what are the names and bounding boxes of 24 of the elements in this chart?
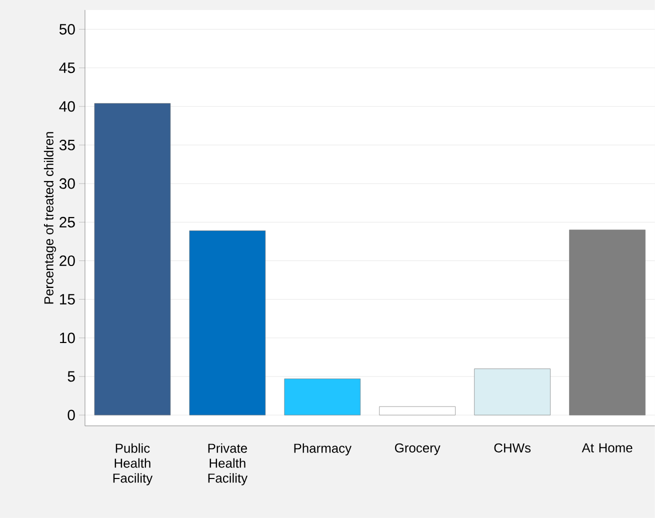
y-tick-label: 30 — [59, 178, 75, 189]
x-tick-label: CHWs — [494, 443, 531, 453]
bar — [284, 378, 361, 416]
x-tick-label: Grocery — [395, 443, 440, 456]
y-tick-label: 0 — [68, 410, 75, 420]
y-tick-label: 45 — [59, 62, 75, 74]
bar — [379, 406, 456, 416]
bar — [474, 368, 551, 416]
x-tick-label: At Home — [582, 443, 632, 452]
y-axis-title: Percentage of treated children — [44, 132, 56, 304]
bar — [94, 103, 171, 416]
y-tick-label: 10 — [60, 332, 75, 344]
x-tick-label: Public Health Facility — [113, 443, 153, 486]
y-tick-label: 20 — [60, 256, 75, 266]
y-tick-label: 50 — [59, 24, 75, 35]
bar — [189, 230, 266, 416]
bar — [569, 230, 646, 416]
y-tick-label: 5 — [68, 371, 75, 382]
y-tick-label: 35 — [59, 140, 75, 150]
x-tick-label: Pharmacy — [294, 443, 352, 456]
y-tick-label: 15 — [60, 294, 75, 305]
y-tick-label: 25 — [60, 216, 75, 228]
y-tick-label: 40 — [59, 101, 75, 112]
x-tick-label: Private Health Facility — [208, 443, 248, 486]
